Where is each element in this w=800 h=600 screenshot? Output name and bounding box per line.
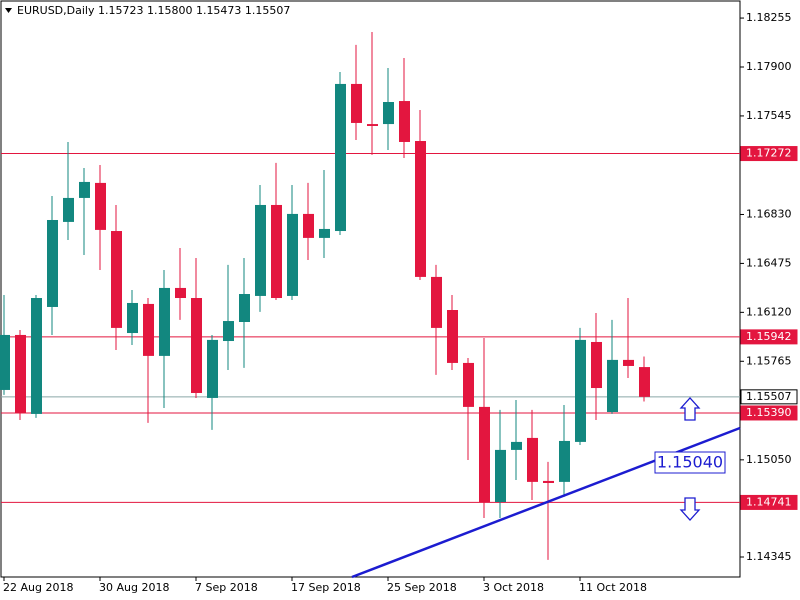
candle-body (463, 362, 474, 407)
down-arrow (679, 497, 701, 521)
price-marker (740, 494, 798, 510)
candle-body (495, 449, 506, 503)
y-tick-label: 1.18255 (746, 11, 792, 24)
candle-body (95, 182, 106, 230)
candle-body (399, 101, 410, 142)
candle-body (79, 181, 90, 198)
candle-body (527, 437, 538, 482)
candle-body (543, 480, 554, 483)
candle-body (511, 441, 522, 450)
y-tick-label: 1.14345 (746, 550, 792, 563)
candle-body (607, 359, 618, 413)
candle-body (175, 287, 186, 299)
candle-body (47, 219, 58, 307)
chart-title: EURUSD,Daily 1.15723 1.15800 1.15473 1.1… (17, 4, 290, 17)
candle-body (575, 339, 586, 442)
x-tick-label: 7 Sep 2018 (195, 581, 258, 594)
candle-body (159, 287, 170, 356)
candle-body (559, 440, 570, 482)
price-marker (740, 389, 798, 405)
trendline-label-box (654, 451, 726, 474)
overlay: 1.15040 (351, 426, 741, 579)
candle-body (367, 124, 378, 126)
candle-body (143, 303, 154, 356)
x-tick-label: 3 Oct 2018 (483, 581, 544, 594)
candle-body (303, 213, 314, 238)
menu-triangle (5, 8, 12, 13)
price-marker-label: 1.14741 (746, 495, 792, 508)
y-tick-label: 1.16120 (746, 305, 792, 318)
candle-body (31, 298, 42, 414)
candle-body (383, 102, 394, 125)
candle-body (351, 83, 362, 123)
candle-body (111, 231, 122, 328)
candle-body (191, 298, 202, 393)
candle-body (623, 359, 634, 366)
candle-body (63, 197, 74, 222)
candle-body (479, 406, 490, 503)
price-marker-label: 1.15390 (746, 406, 792, 419)
price-marker (740, 405, 798, 421)
candle-body (271, 204, 282, 299)
price-marker-label: 1.17272 (746, 147, 792, 160)
x-tick-label: 30 Aug 2018 (99, 581, 169, 594)
candle-body (639, 367, 650, 397)
price-marker-label: 1.15507 (746, 390, 792, 403)
candle-body (255, 204, 266, 296)
y-tick-label: 1.16830 (746, 207, 792, 220)
y-tick-label: 1.16475 (746, 256, 792, 269)
up-arrow (679, 397, 701, 421)
price-marker-label: 1.15942 (746, 330, 792, 343)
y-tick-label: 1.15050 (746, 453, 792, 466)
candle-body (335, 83, 346, 232)
x-tick-label: 22 Aug 2018 (3, 581, 73, 594)
candle-body (223, 321, 234, 342)
candle-body (447, 310, 458, 363)
candles (0, 31, 650, 560)
candle-body (239, 294, 250, 322)
y-tick-label: 1.17900 (746, 60, 792, 73)
x-tick-label: 25 Sep 2018 (387, 581, 457, 594)
levels (1, 153, 740, 503)
trendline-label: 1.15040 (657, 453, 723, 472)
candle-body (415, 141, 426, 277)
price-marker (740, 146, 798, 162)
price-marker (740, 329, 798, 345)
candle-body (431, 276, 442, 328)
candle-body (207, 339, 218, 398)
candle-body (127, 302, 138, 334)
candle-body (0, 334, 10, 390)
plot-frame (0, 0, 741, 578)
x-tick-label: 11 Oct 2018 (579, 581, 647, 594)
x-tick-label: 17 Sep 2018 (291, 581, 361, 594)
y-tick-label: 1.15765 (746, 354, 792, 367)
y-tick-label: 1.17545 (746, 109, 792, 122)
candle-body (319, 228, 330, 238)
candle-body (287, 213, 298, 296)
candle-body (15, 334, 26, 413)
candle-body (591, 341, 602, 389)
